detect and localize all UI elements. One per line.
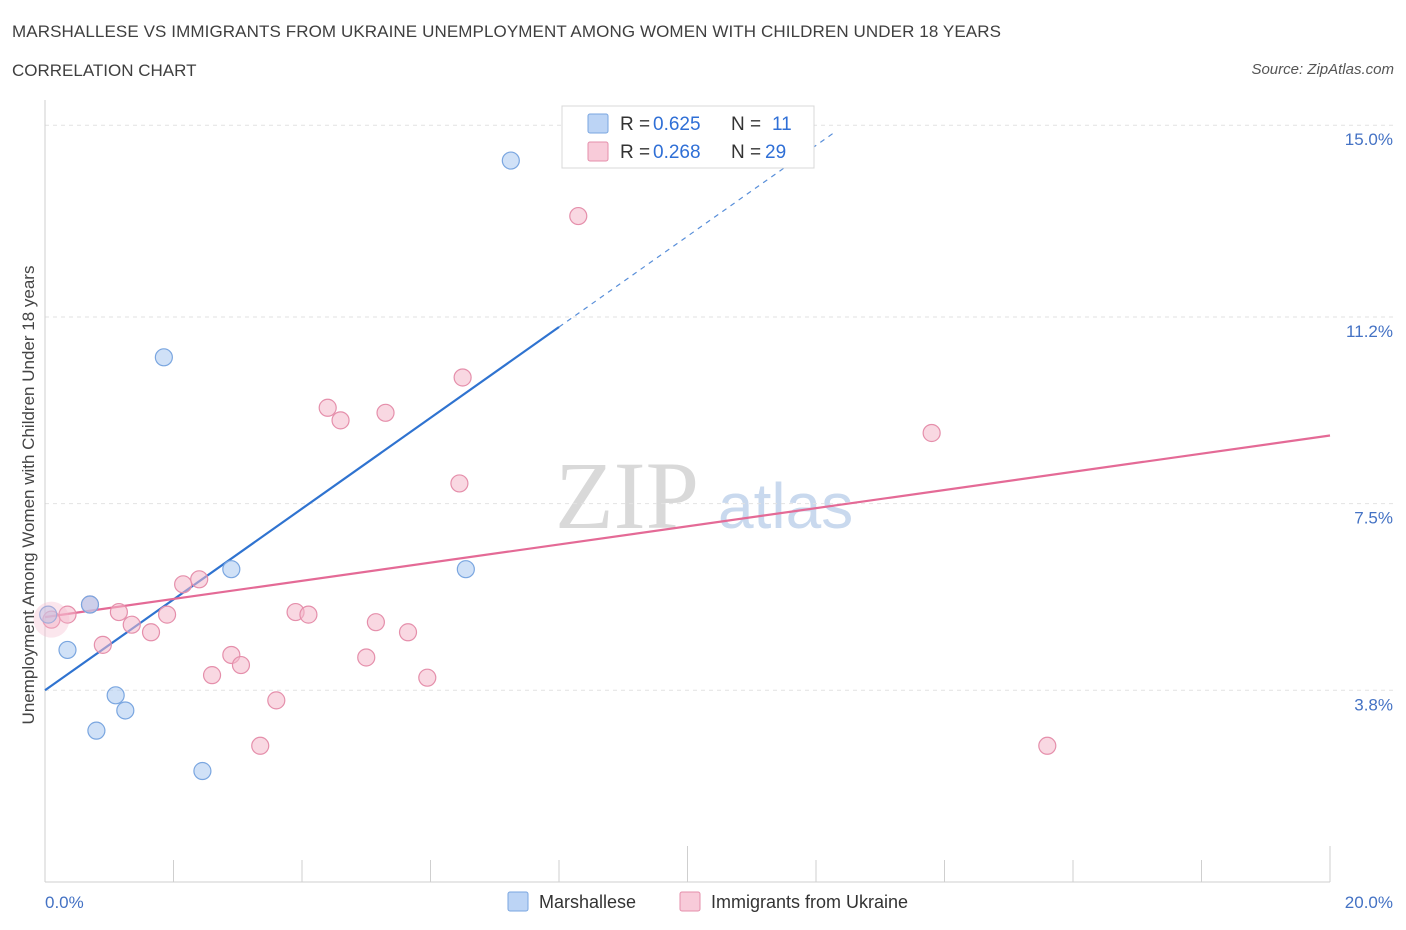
correlation-legend: R = 0.625 N = 11 R = 0.268 N = 29: [561, 105, 815, 169]
point-ukraine: [93, 635, 112, 654]
point-ukraine: [318, 398, 337, 417]
trend-line-ukraine: [44, 434, 1331, 619]
bottom-legend-swatch-ukraine: [679, 891, 701, 912]
point-ukraine: [1038, 736, 1057, 755]
point-ukraine: [157, 605, 177, 624]
y-tick-label: 7.5%: [1354, 509, 1393, 528]
point-ukraine: [58, 605, 77, 624]
point-marshallese: [154, 348, 173, 367]
legend-r-label-1: R =: [620, 114, 650, 135]
point-ukraine-cluster: [33, 601, 70, 638]
legend-n-label-2: N =: [731, 142, 761, 163]
point-ukraine: [357, 648, 376, 667]
legend-r-value-1: 0.625: [653, 114, 701, 135]
point-marshallese: [106, 686, 125, 705]
point-ukraine: [453, 368, 472, 387]
point-ukraine: [922, 423, 941, 443]
point-ukraine: [366, 613, 385, 632]
point-ukraine: [174, 575, 193, 594]
point-ukraine: [141, 623, 161, 642]
point-marshallese: [58, 640, 77, 660]
y-tick-label: 3.8%: [1354, 695, 1393, 714]
point-marshallese: [116, 701, 135, 720]
point-marshallese: [193, 761, 212, 781]
point-marshallese: [501, 151, 520, 170]
point-ukraine: [299, 605, 318, 624]
y-tick-label: 11.2%: [1346, 322, 1393, 341]
chart-title: MARSHALLESE VS IMMIGRANTS FROM UKRAINE U…: [12, 22, 1002, 41]
point-ukraine: [376, 403, 395, 422]
point-ukraine: [331, 411, 350, 430]
point-marshallese: [222, 560, 241, 579]
point-ukraine: [418, 668, 437, 687]
point-ukraine: [251, 736, 270, 755]
bottom-legend-label-ukraine: Immigrants from Ukraine: [711, 892, 908, 912]
point-ukraine: [122, 615, 141, 634]
point-ukraine: [450, 474, 469, 493]
point-marshallese: [87, 721, 106, 740]
legend-swatch-marshallese: [587, 113, 609, 134]
grid-lines: [45, 124, 1395, 691]
series-legend: Marshallese Immigrants from Ukraine: [507, 891, 908, 912]
point-ukraine: [190, 570, 209, 589]
bottom-legend-label-marshallese: Marshallese: [539, 892, 636, 912]
point-ukraine: [569, 206, 588, 226]
point-marshallese: [456, 560, 475, 579]
data-points: [33, 151, 1057, 781]
watermark-zip: ZIP: [555, 442, 699, 549]
legend-n-value-1: 11: [772, 114, 792, 135]
y-axis-title: Unemployment Among Women with Children U…: [19, 266, 38, 725]
point-marshallese: [80, 595, 100, 614]
legend-n-value-2: 29: [765, 142, 786, 163]
point-ukraine: [202, 666, 222, 685]
y-tick-labels: 3.8% 7.5% 11.2% 15.0%: [1345, 130, 1393, 714]
source-credit: Source: ZipAtlas.com: [1251, 61, 1394, 78]
legend-r-value-2: 0.268: [653, 142, 701, 163]
axes: [44, 100, 1331, 883]
point-ukraine: [109, 602, 128, 622]
legend-swatch-ukraine: [587, 141, 609, 162]
legend-n-label-1: N =: [731, 114, 761, 135]
point-ukraine: [267, 691, 286, 710]
point-ukraine: [398, 623, 418, 642]
point-ukraine: [231, 655, 251, 675]
y-tick-label: 15.0%: [1345, 130, 1393, 149]
x-tick-label-min: 0.0%: [45, 893, 84, 912]
trend-line-marshallese: [44, 326, 560, 692]
bottom-legend-swatch-marshallese: [507, 891, 529, 912]
point-marshallese: [39, 605, 58, 624]
trend-lines: [44, 131, 1331, 692]
legend-r-label-2: R =: [620, 142, 650, 163]
x-tick-label-max: 20.0%: [1345, 893, 1393, 912]
chart-subtitle: CORRELATION CHART: [12, 61, 197, 80]
